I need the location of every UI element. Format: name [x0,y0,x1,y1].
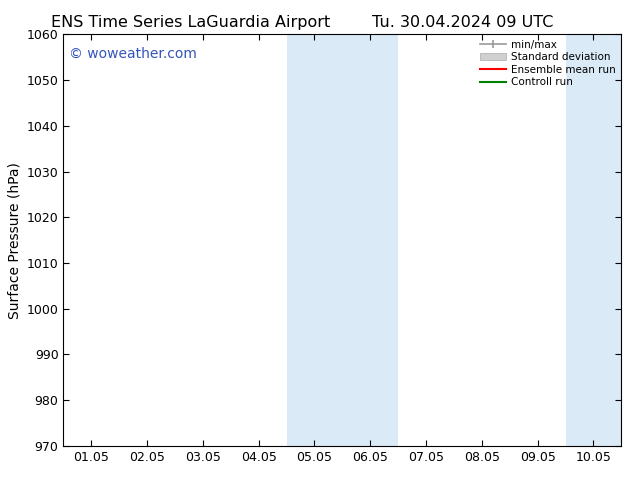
Text: ENS Time Series LaGuardia Airport: ENS Time Series LaGuardia Airport [51,15,330,30]
Bar [287,34,398,446]
Text: Tu. 30.04.2024 09 UTC: Tu. 30.04.2024 09 UTC [372,15,553,30]
Bar [566,34,621,446]
Text: © woweather.com: © woweather.com [69,47,197,61]
Y-axis label: Surface Pressure (hPa): Surface Pressure (hPa) [7,162,21,318]
Legend: min/max, Standard deviation, Ensemble mean run, Controll run: min/max, Standard deviation, Ensemble me… [477,36,619,91]
